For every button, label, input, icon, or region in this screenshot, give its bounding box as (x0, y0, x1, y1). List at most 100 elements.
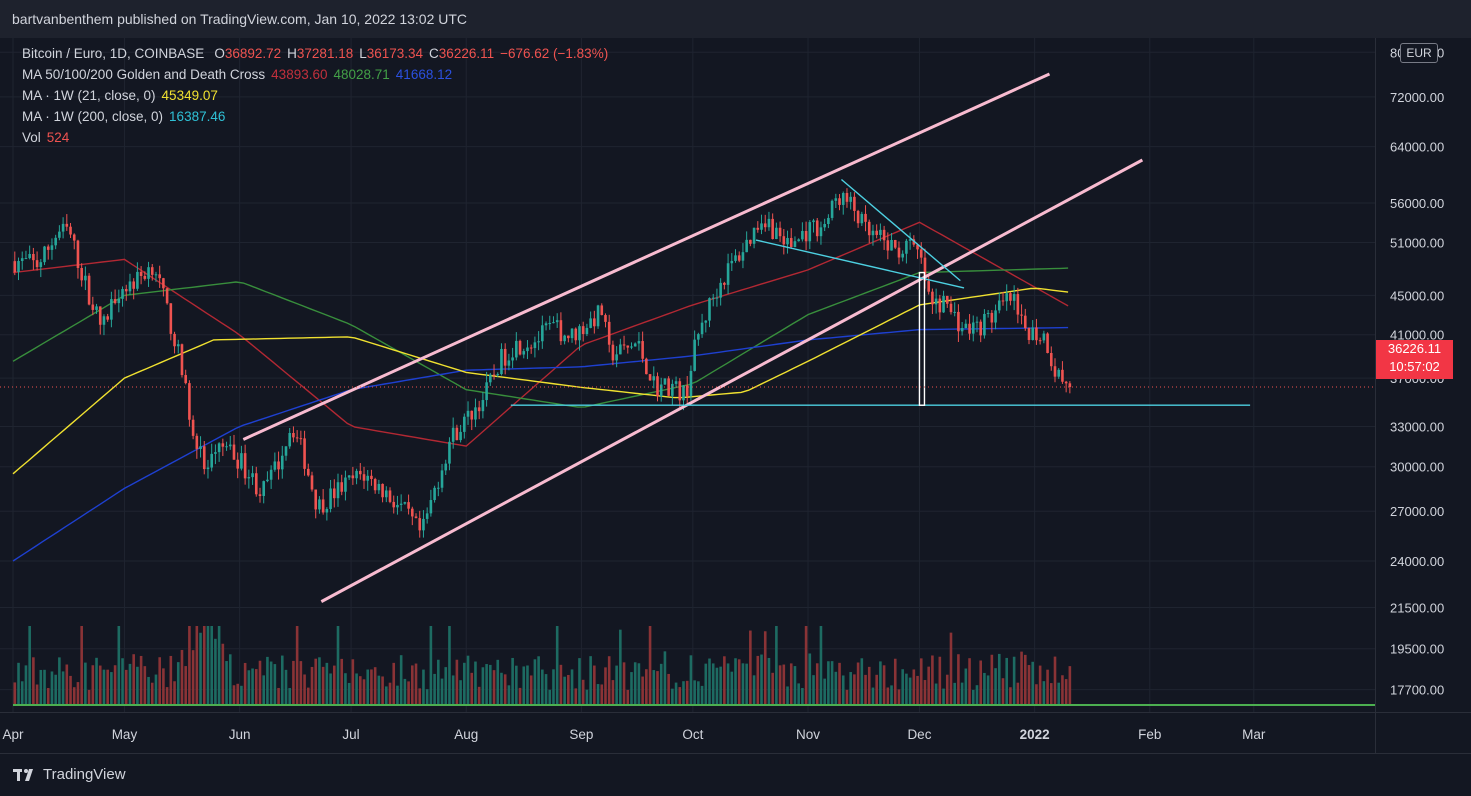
volume-bar (474, 661, 477, 706)
volume-bar (968, 658, 971, 706)
volume-bar (771, 672, 774, 706)
volume-bar (555, 626, 559, 706)
volume-bar (615, 665, 618, 706)
chart-canvas[interactable]: 80000.0072000.0064000.0056000.0051000.00… (0, 38, 1471, 753)
candle-body (749, 239, 752, 244)
candle-body (269, 469, 273, 480)
publish-header: bartvanbenthem published on TradingView.… (0, 0, 1471, 38)
candle-body (834, 198, 838, 201)
legend-ma-cross-label: MA 50/100/200 Golden and Death Cross (22, 67, 266, 82)
candle-body (314, 489, 318, 510)
candle-body (217, 443, 221, 453)
candle-body (600, 305, 604, 316)
volume-bar (890, 685, 893, 706)
candle-body (139, 271, 143, 277)
candle-body (214, 452, 217, 454)
candle-body (949, 303, 953, 313)
price-tick-label: 72000.00 (1390, 90, 1444, 105)
volume-bar (210, 626, 213, 706)
candle-body (444, 463, 448, 471)
volume-bar (184, 666, 187, 706)
candle-body (154, 274, 158, 276)
candle-body (1068, 383, 1072, 388)
candle-body (61, 223, 65, 232)
volume-bar (292, 660, 295, 706)
candle-body (983, 313, 986, 336)
candle-body (440, 470, 444, 488)
volume-bar (541, 669, 544, 706)
candle-body (240, 453, 243, 469)
candle-body (541, 325, 544, 342)
tradingview-brand[interactable]: TradingView (13, 766, 126, 783)
candle-body (633, 343, 637, 347)
volume-bar (95, 657, 98, 706)
candle-body (808, 222, 812, 242)
volume-bar (437, 659, 440, 706)
legend-ma1w21-label: MA · 1W (21, close, 0) (22, 88, 156, 103)
volume-bar (414, 663, 418, 706)
volume-bar (715, 667, 719, 706)
legend-ma1w200[interactable]: MA · 1W (200, close, 0) 16387.46 (22, 109, 231, 124)
volume-bar (845, 689, 849, 706)
legend-ma200-value: 41668.12 (395, 67, 453, 82)
volume-bar (121, 658, 124, 706)
candle-body (819, 227, 823, 237)
time-tick-label: Apr (2, 727, 24, 742)
volume-bar (544, 674, 548, 706)
legend-ma1w21[interactable]: MA · 1W (21, close, 0) 45349.07 (22, 88, 224, 103)
volume-bar (429, 626, 433, 706)
volume-bar (593, 665, 596, 706)
footer: TradingView (0, 753, 1471, 796)
price-tick-label: 17700.00 (1390, 683, 1444, 698)
ma-line (12, 221, 1069, 447)
candle-body (934, 298, 938, 305)
volume-bar (964, 668, 968, 706)
volume-bars (13, 626, 1375, 706)
volume-bar (931, 655, 934, 706)
candle-body (905, 240, 908, 254)
candle-body (243, 453, 247, 479)
volume-bar (1016, 682, 1020, 706)
price-tick-label: 45000.00 (1390, 288, 1444, 303)
currency-button[interactable]: EUR (1400, 43, 1438, 63)
volume-bar (986, 675, 990, 706)
volume-bar (492, 670, 496, 706)
candle-body (678, 381, 682, 401)
volume-bar (652, 670, 656, 706)
candle-body (1042, 333, 1046, 341)
candle-body (176, 344, 180, 347)
volume-bar (604, 667, 607, 706)
volume-bar (396, 685, 399, 706)
candle-body (990, 312, 994, 323)
volume-bar (879, 661, 882, 706)
moving-averages (12, 221, 1069, 562)
volume-bar (726, 663, 730, 706)
candle-body (578, 326, 581, 341)
volume-bar (273, 664, 277, 706)
volume-bar (749, 630, 752, 706)
volume-bar (919, 658, 923, 706)
volume-bar (418, 688, 422, 706)
candle-body (997, 300, 1001, 311)
volume-bar (284, 669, 288, 706)
volume-bar (775, 626, 778, 706)
volume-bar (782, 664, 786, 706)
volume-bar (321, 666, 325, 706)
chart-area[interactable]: 80000.0072000.0064000.0056000.0051000.00… (0, 38, 1471, 753)
candle-body (113, 299, 117, 304)
volume-bar (32, 657, 35, 706)
volume-bar (815, 663, 819, 706)
candle-body (864, 213, 867, 222)
volume-bar (280, 655, 284, 706)
candle-body (13, 261, 17, 273)
time-tick-label: Nov (796, 727, 820, 742)
candle-body (247, 477, 251, 479)
candle-body (648, 374, 652, 381)
candle-body (344, 477, 347, 492)
volume-bar (737, 659, 741, 706)
candle-body (254, 473, 258, 495)
legend-ma-cross[interactable]: MA 50/100/200 Golden and Death Cross 4389… (22, 67, 458, 82)
legend-volume[interactable]: Vol 524 (22, 130, 75, 145)
candle-body (841, 193, 845, 205)
candle-body (206, 467, 210, 470)
